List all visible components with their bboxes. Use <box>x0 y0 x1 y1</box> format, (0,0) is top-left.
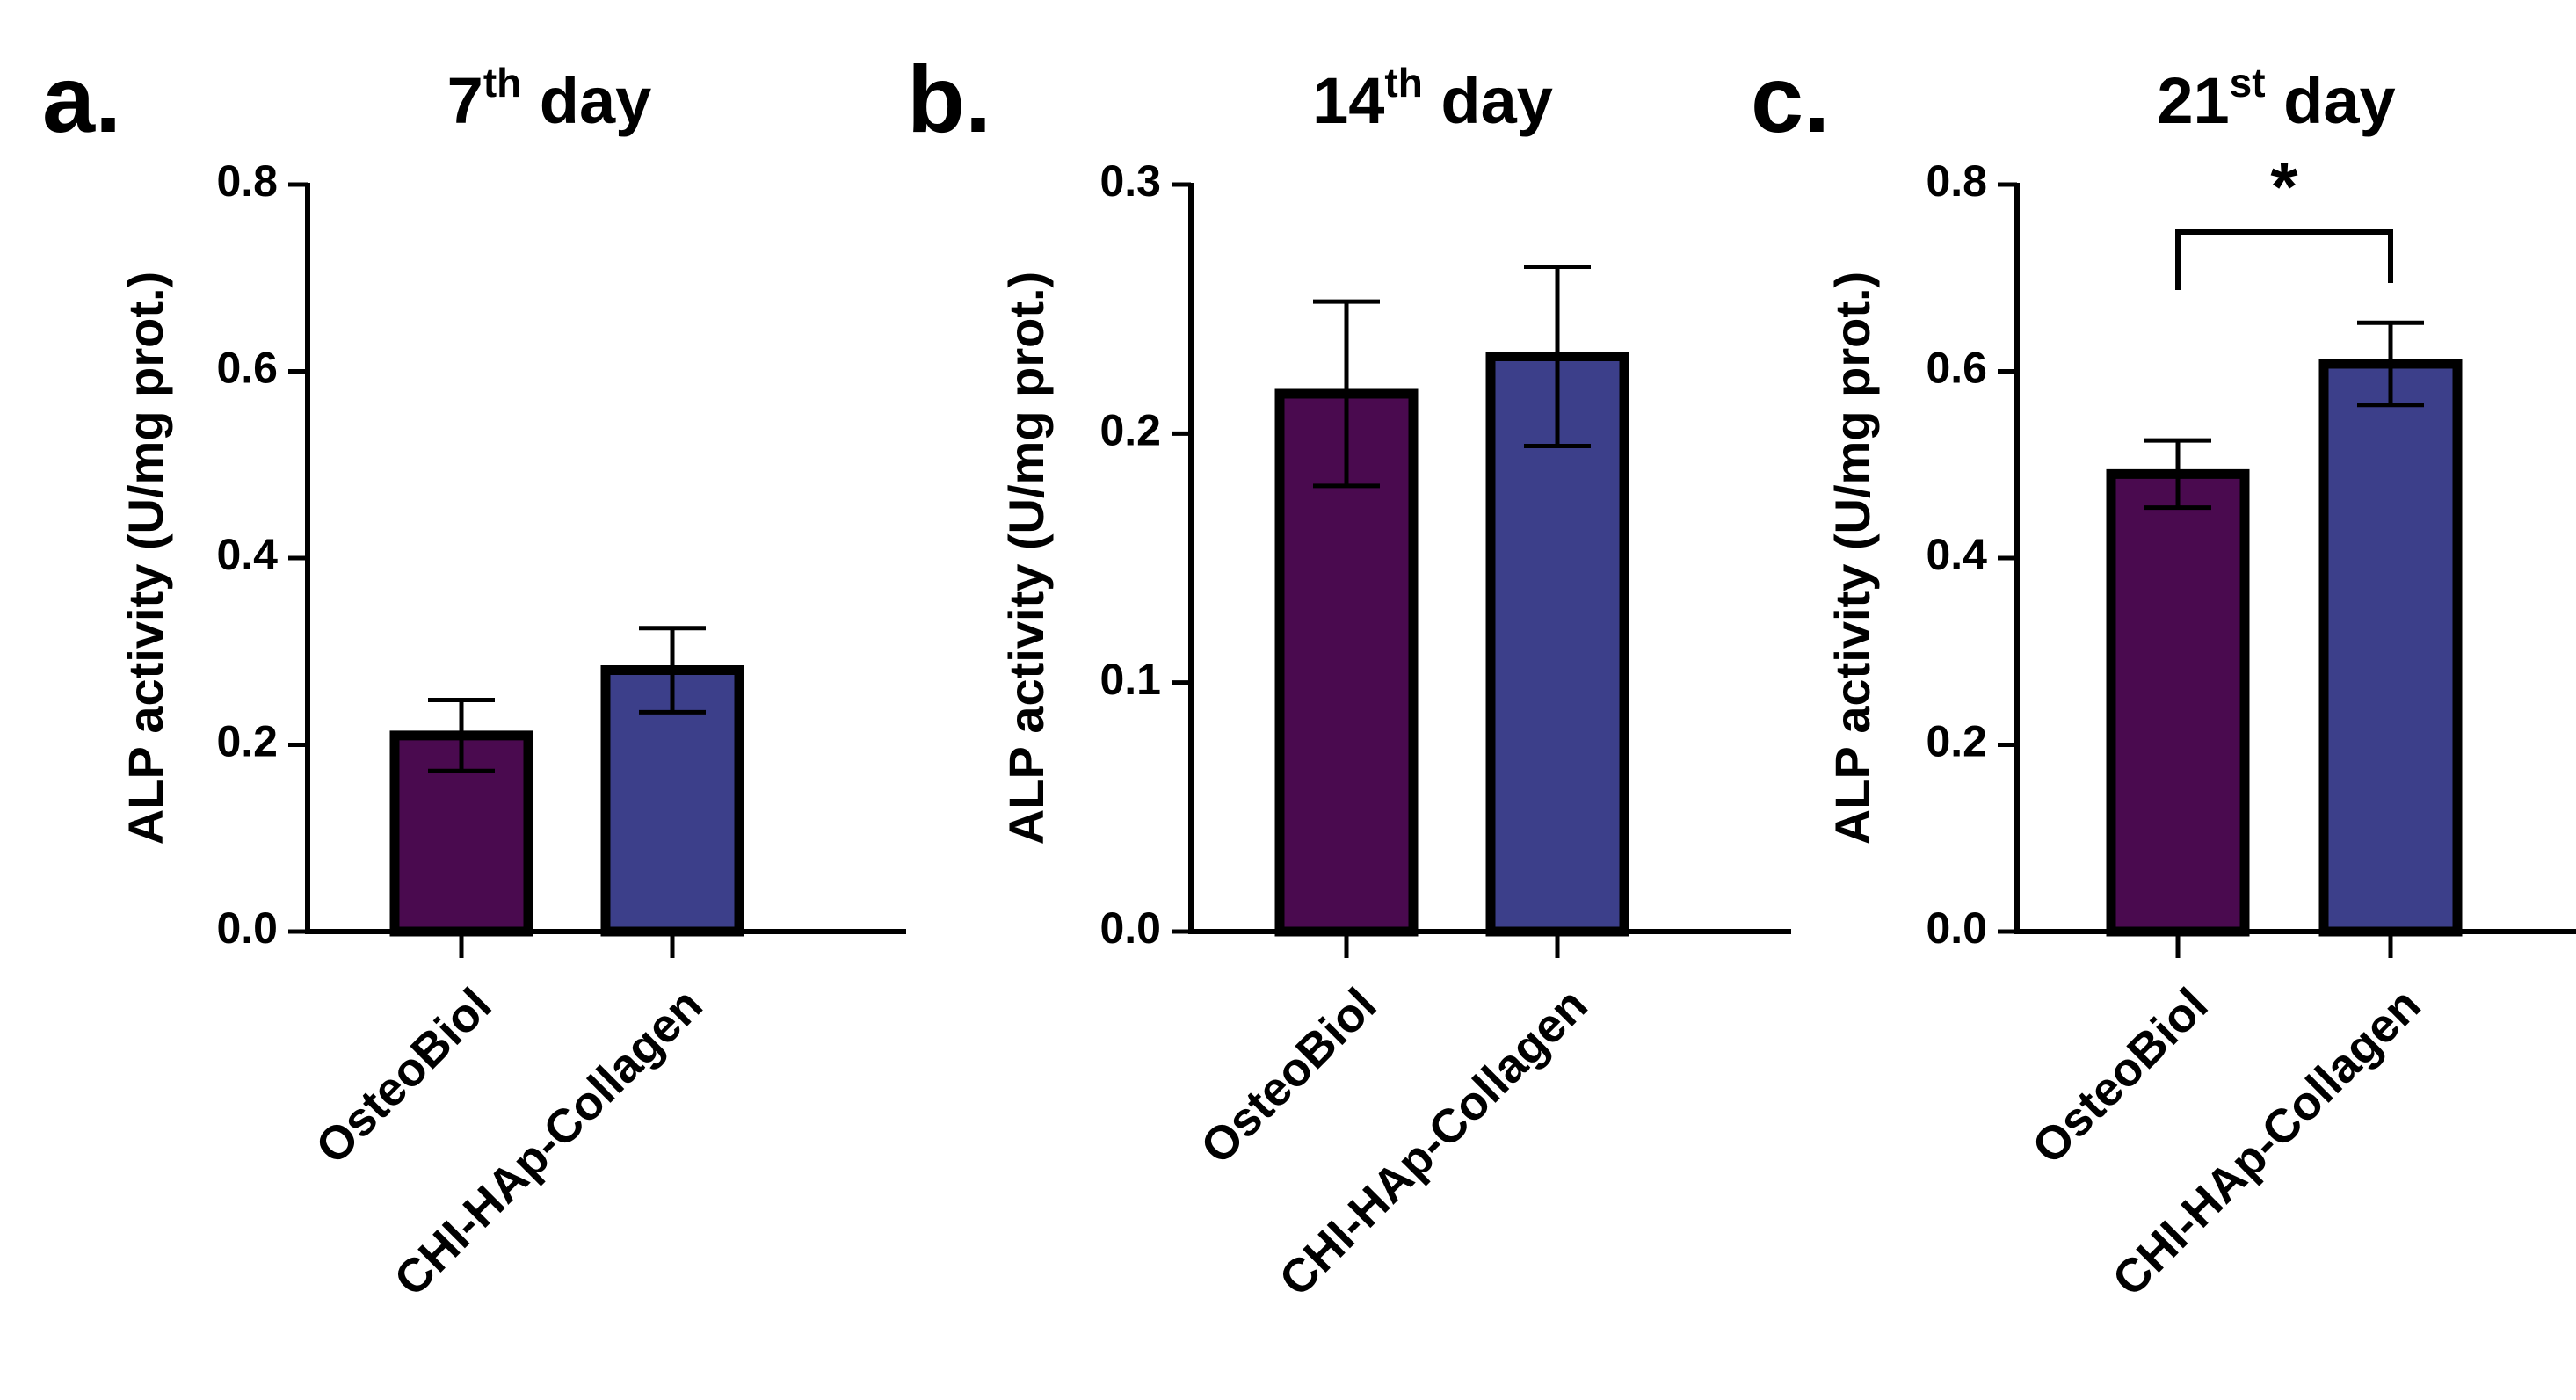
x-category-label: OsteoBiol <box>2022 978 2218 1174</box>
y-tick-label: 0.0 <box>1099 903 1161 953</box>
y-tick-label: 0.6 <box>216 344 278 393</box>
title-suffix: day <box>1423 64 1553 137</box>
bar-2 <box>2318 359 2463 937</box>
y-axis-label: ALP activity (U/mg prot.) <box>998 272 1054 845</box>
title-superscript: st <box>2230 60 2266 105</box>
y-tick-label: 0.8 <box>1926 156 1987 206</box>
y-tick-label: 0.3 <box>1099 156 1161 206</box>
chart-panel-2: b. 14th day ALP activity (U/mg prot.) 0.0 0.… <box>907 46 1791 1307</box>
significance-star: * <box>2270 148 2298 226</box>
y-axis-label: ALP activity (U/mg prot.) <box>118 272 173 845</box>
chart-panel-1: a. 7th day ALP activity (U/mg prot.) 0.0 0.2… <box>42 46 906 1307</box>
y-axis-label: ALP activity (U/mg prot.) <box>1825 272 1880 845</box>
title-suffix: day <box>521 64 651 137</box>
significance-bracket <box>2175 229 2393 290</box>
x-category-label: OsteoBiol <box>1191 978 1387 1174</box>
bar-1 <box>2106 468 2250 937</box>
title-suffix: day <box>2266 64 2396 137</box>
y-tick-label: 0.4 <box>1926 530 1987 579</box>
panel-letter: b. <box>907 46 991 152</box>
title-number: 7 <box>447 64 483 137</box>
title-superscript: th <box>1384 60 1422 105</box>
chart-title: 14th day <box>1312 60 1553 137</box>
title-number: 21 <box>2157 64 2229 137</box>
title-superscript: th <box>483 60 521 105</box>
y-tick-label: 0.0 <box>216 903 278 953</box>
y-tick-label: 0.2 <box>1926 717 1987 766</box>
chart-panel-3: c. 21st day ALP activity (U/mg prot.) 0.0 0.… <box>1751 46 2576 1307</box>
chart-title: 21st day <box>2157 60 2395 137</box>
panel-letter: a. <box>42 46 121 152</box>
y-tick-label: 0.1 <box>1099 655 1161 704</box>
panel-letter: c. <box>1751 46 1830 152</box>
y-tick-label: 0.6 <box>1926 344 1987 393</box>
y-tick-label: 0.2 <box>1099 406 1161 455</box>
chart-title: 7th day <box>447 60 652 137</box>
y-tick-label: 0.0 <box>1926 903 1987 953</box>
y-tick-label: 0.8 <box>216 156 278 206</box>
y-tick-label: 0.4 <box>216 530 278 579</box>
title-number: 14 <box>1312 64 1384 137</box>
x-category-label: OsteoBiol <box>306 978 502 1174</box>
y-tick-label: 0.2 <box>216 717 278 766</box>
